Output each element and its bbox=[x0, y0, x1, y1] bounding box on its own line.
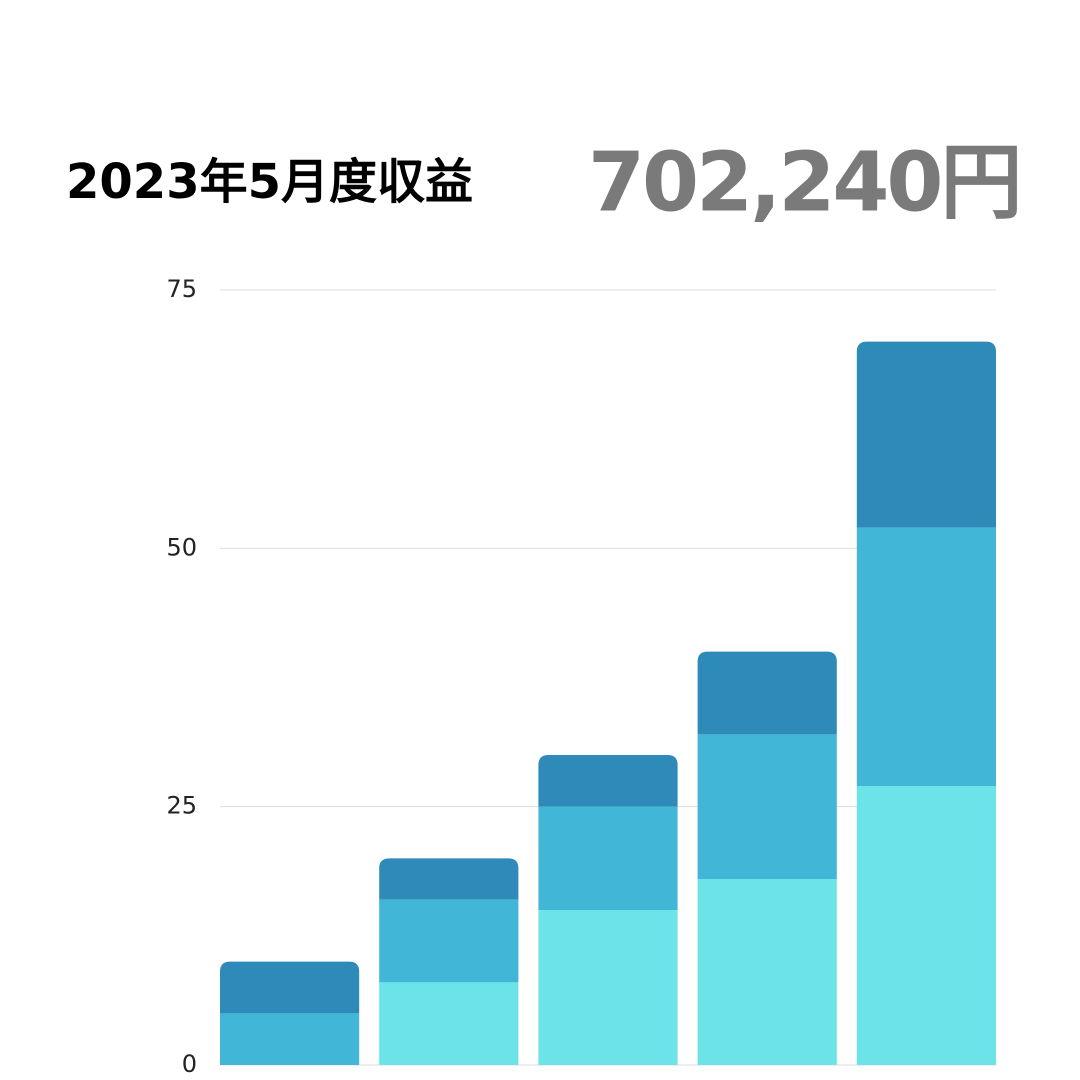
bar-segment bbox=[856, 786, 996, 1065]
bar-segment bbox=[856, 341, 996, 528]
bar-segment bbox=[220, 1013, 360, 1065]
y-tick-label: 25 bbox=[166, 792, 197, 820]
bar-segment bbox=[379, 899, 519, 983]
bar-segment bbox=[856, 527, 996, 786]
bar-segment bbox=[220, 961, 360, 1014]
chart-title: 2023年5月度収益 bbox=[66, 154, 473, 210]
bar-segment bbox=[697, 879, 837, 1065]
total-amount: 702,240円 bbox=[588, 135, 1019, 230]
y-tick-label: 0 bbox=[182, 1050, 197, 1078]
bar-segment bbox=[697, 651, 837, 735]
bar-segment bbox=[379, 858, 519, 900]
bar-segment bbox=[379, 982, 519, 1065]
bar-segment bbox=[697, 734, 837, 879]
bar-segment bbox=[538, 910, 678, 1065]
y-tick-label: 50 bbox=[166, 533, 197, 561]
bar-segment bbox=[538, 755, 678, 807]
y-tick-label: 75 bbox=[166, 275, 197, 303]
bar-segment bbox=[538, 806, 678, 910]
